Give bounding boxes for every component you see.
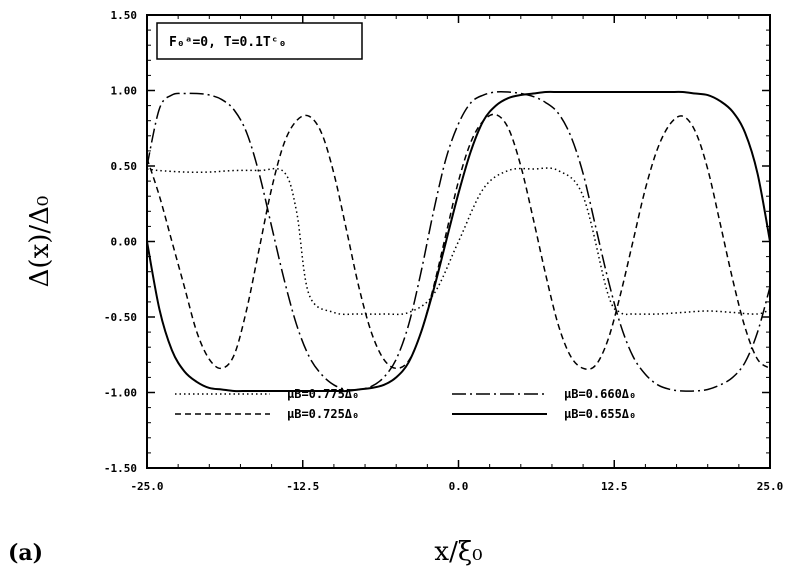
parameter-box	[156, 22, 363, 60]
y-axis-label: Δ(x)/Δ₀	[25, 196, 55, 288]
y-tick-label: 0.50	[111, 160, 138, 173]
y-tick-label: -1.50	[104, 462, 137, 475]
x-tick-label: -12.5	[286, 480, 319, 493]
legend-label: μB=0.775Δ₀	[287, 387, 359, 401]
legend-label: μB=0.660Δ₀	[564, 387, 636, 401]
x-tick-label: 12.5	[601, 480, 628, 493]
y-tick-label: -1.00	[104, 387, 137, 400]
plot-frame	[146, 14, 771, 469]
series-line-dashed	[147, 113, 770, 371]
x-axis-label: x/ξ₀	[434, 537, 482, 567]
legend-label: μB=0.655Δ₀	[564, 407, 636, 421]
x-tick-label: 0.0	[449, 480, 469, 493]
y-tick-label: -0.50	[104, 311, 137, 324]
y-tick-label: 1.50	[111, 9, 138, 22]
series-line-dashdot	[147, 90, 770, 392]
series-line-solid	[147, 90, 770, 393]
legend-label: μB=0.725Δ₀	[287, 407, 359, 421]
series-line-dotted	[147, 167, 770, 316]
plot-area: -25.0 -12.5 0.0 12.5 25.0 1.50 1.00 0.50 0.00 -0.…	[25, 9, 783, 567]
parameter-annotation: F₀ᵃ=0, T=0.1Tᶜ₀	[169, 35, 286, 50]
panel-label: (a)	[8, 540, 44, 566]
y-tick-label: 0.00	[111, 236, 138, 249]
x-tick-label: 25.0	[757, 480, 784, 493]
x-tick-label: -25.0	[130, 480, 163, 493]
y-tick-label: 1.00	[111, 85, 138, 98]
